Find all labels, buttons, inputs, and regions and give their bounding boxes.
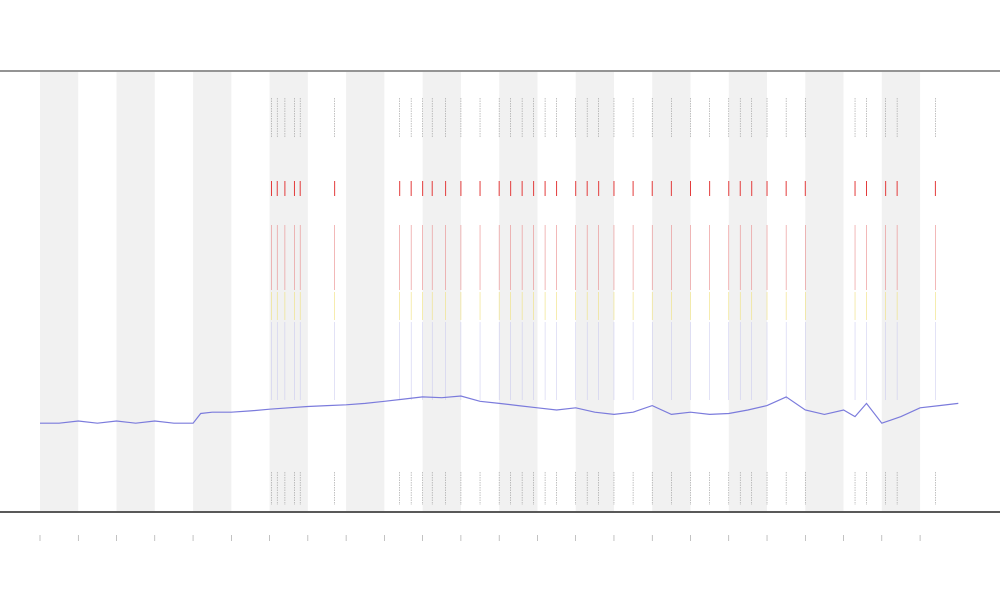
shaded-band-3 — [269, 72, 308, 511]
x-axis-ticks — [39, 535, 921, 541]
data-series — [40, 395, 959, 424]
shaded-band-10 — [805, 72, 844, 511]
plot-frame — [0, 70, 1000, 513]
shaded-band-0 — [40, 72, 79, 511]
shaded-band-2 — [193, 72, 232, 511]
shaded-band-6 — [499, 72, 538, 511]
shaded-band-11 — [881, 72, 921, 511]
shaded-band-5 — [422, 72, 461, 511]
event-columns — [271, 98, 936, 505]
shaded-band-9 — [728, 72, 768, 511]
shaded-band-4 — [346, 72, 385, 511]
series-line-0 — [40, 395, 959, 424]
shaded-band-1 — [116, 72, 155, 511]
shaded-band-8 — [652, 72, 691, 511]
shaded-band-7 — [575, 72, 614, 511]
shaded-bands — [40, 72, 921, 511]
